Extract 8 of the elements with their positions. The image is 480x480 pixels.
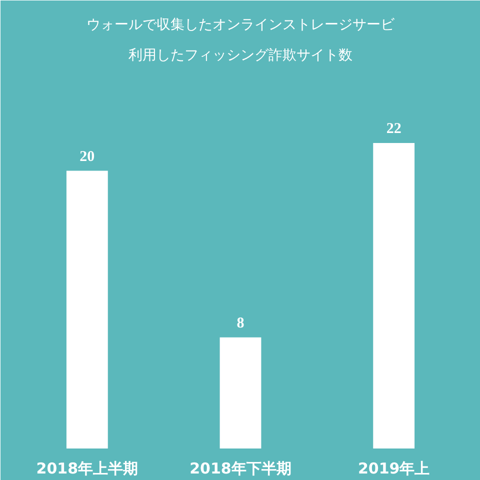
x-tick-label: 2018年下半期 [190,460,292,478]
x-tick-label: 2018年上半期 [36,460,138,478]
chart-title: ウォールで収集したオンラインストレージサービ [86,16,396,33]
data-label: 22 [386,120,402,137]
data-label: 20 [80,148,95,165]
x-tick-label: 2019年上 [358,460,430,478]
chart-subtitle: 利用したフィッシング詐欺サイト数 [128,48,352,64]
data-label: 8 [236,315,244,332]
